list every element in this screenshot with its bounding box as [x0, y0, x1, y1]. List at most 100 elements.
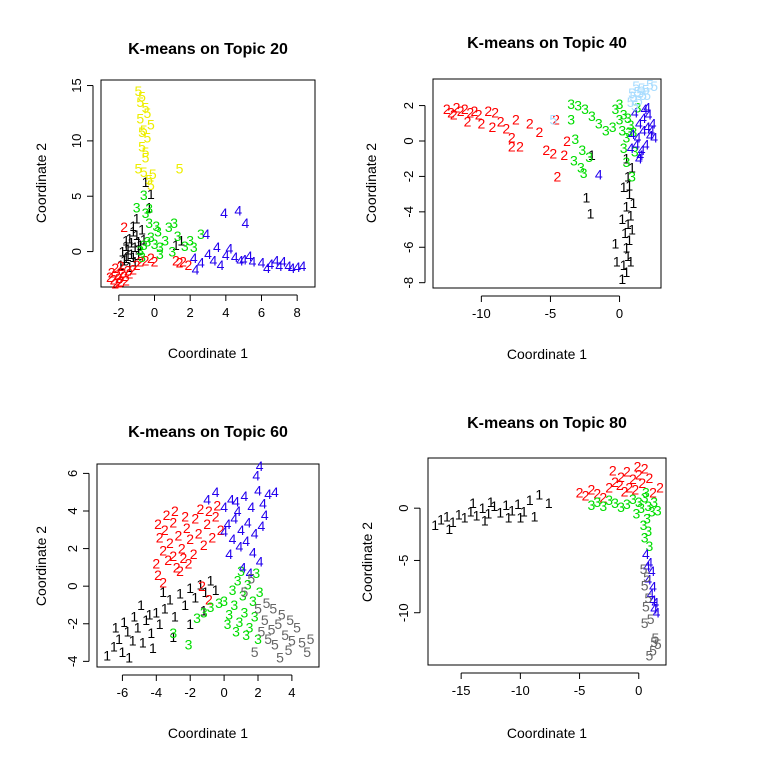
data-point-cluster-4: 4: [203, 492, 211, 508]
data-point-cluster-2: 2: [623, 464, 631, 480]
data-point-cluster-2: 2: [205, 503, 213, 519]
data-point-cluster-2: 2: [176, 255, 184, 271]
y-axis-label: Coordinate 2: [33, 526, 49, 606]
data-point-cluster-3: 3: [252, 565, 260, 581]
data-point-cluster-5: 5: [142, 100, 150, 116]
data-point-cluster-4: 4: [229, 531, 237, 547]
data-point-cluster-3: 3: [612, 101, 620, 117]
data-point-cluster-3: 3: [617, 499, 625, 515]
data-point-cluster-2: 2: [191, 511, 199, 527]
data-point-cluster-4: 4: [634, 129, 642, 145]
data-point-cluster-1: 1: [625, 186, 633, 202]
y-tick-label: 2: [65, 545, 80, 552]
y-tick-label: 6: [65, 470, 80, 477]
data-point-cluster-1: 1: [133, 210, 141, 226]
data-point-cluster-3: 3: [207, 599, 215, 615]
data-point-cluster-4: 4: [643, 559, 651, 575]
data-point-cluster-5: 5: [293, 620, 301, 636]
data-point-cluster-3: 3: [609, 119, 617, 135]
data-point-cluster-4: 4: [240, 251, 248, 267]
data-point-cluster-3: 3: [200, 604, 208, 620]
data-point-cluster-1: 1: [431, 517, 439, 533]
data-point-cluster-2: 2: [560, 147, 568, 163]
data-point-cluster-4: 4: [257, 518, 265, 534]
data-point-cluster-3: 3: [623, 496, 631, 512]
data-point-cluster-5: 5: [642, 82, 650, 98]
data-point-cluster-1: 1: [119, 244, 127, 260]
data-point-cluster-4: 4: [649, 579, 657, 595]
data-point-cluster-2: 2: [161, 522, 169, 538]
data-point-cluster-3: 3: [629, 491, 637, 507]
data-point-cluster-1: 1: [625, 232, 633, 248]
data-point-cluster-2: 2: [200, 537, 208, 553]
data-point-cluster-1: 1: [625, 177, 633, 193]
data-point-cluster-5: 5: [149, 166, 157, 182]
data-point-cluster-2: 2: [203, 516, 211, 532]
data-point-cluster-5: 5: [261, 612, 269, 628]
data-point-cluster-1: 1: [490, 498, 498, 514]
data-point-cluster-5: 5: [638, 80, 646, 96]
x-tick-label: -5: [545, 306, 557, 321]
data-point-cluster-5: 5: [635, 92, 643, 108]
data-point-cluster-2: 2: [508, 129, 516, 145]
data-point-cluster-5: 5: [136, 111, 144, 127]
data-point-cluster-2: 2: [471, 103, 479, 119]
data-point-cluster-5: 5: [650, 78, 658, 94]
data-point-cluster-5: 5: [286, 612, 294, 628]
data-point-cluster-1: 1: [147, 186, 155, 202]
panel-topic-20: K-means on Topic 20 Coordinate 1 Coordin…: [33, 41, 316, 361]
data-point-cluster-3: 3: [585, 149, 593, 165]
data-point-cluster-5: 5: [647, 611, 655, 627]
data-point-cluster-2: 2: [173, 559, 181, 575]
y-tick-label: 15: [69, 78, 84, 92]
data-point-cluster-4: 4: [628, 126, 636, 142]
data-point-cluster-2: 2: [443, 101, 451, 117]
data-point-cluster-4: 4: [261, 507, 269, 523]
data-point-cluster-2: 2: [174, 527, 182, 543]
data-point-cluster-5: 5: [643, 87, 651, 103]
data-point-cluster-1: 1: [149, 640, 157, 656]
data-point-cluster-4: 4: [197, 255, 205, 271]
data-point-cluster-4: 4: [220, 499, 228, 515]
data-point-cluster-1: 1: [449, 514, 457, 530]
data-point-cluster-3: 3: [215, 595, 223, 611]
data-point-cluster-2: 2: [154, 567, 162, 583]
data-point-cluster-5: 5: [632, 78, 640, 94]
data-point-cluster-2: 2: [111, 260, 119, 276]
data-point-cluster-3: 3: [637, 500, 645, 516]
data-point-cluster-3: 3: [605, 492, 613, 508]
data-point-cluster-1: 1: [186, 616, 194, 632]
data-point-cluster-3: 3: [229, 582, 237, 598]
y-tick-label: -8: [401, 277, 416, 289]
panel-topic-40: K-means on Topic 40 Coordinate 1 Coordin…: [363, 35, 662, 362]
data-point-cluster-3: 3: [602, 122, 610, 138]
data-point-cluster-3: 3: [143, 234, 151, 250]
data-point-cluster-2: 2: [205, 591, 213, 607]
data-point-cluster-3: 3: [641, 490, 649, 506]
data-point-cluster-4: 4: [647, 586, 655, 602]
data-point-cluster-3: 3: [242, 627, 250, 643]
data-point-cluster-5: 5: [143, 105, 151, 121]
data-point-cluster-1: 1: [508, 502, 516, 518]
data-point-cluster-1: 1: [469, 495, 477, 511]
data-point-cluster-2: 2: [142, 252, 150, 268]
chart-title: K-means on Topic 40: [467, 35, 627, 52]
data-point-cluster-4: 4: [190, 250, 198, 266]
x-tick-label: 6: [258, 305, 265, 320]
data-point-cluster-4: 4: [226, 240, 234, 256]
plot-frame: [100, 79, 316, 288]
data-point-cluster-1: 1: [612, 236, 620, 252]
x-axis: -10 -5 0: [472, 295, 623, 321]
data-point-cluster-1: 1: [202, 584, 210, 600]
data-point-cluster-4: 4: [631, 105, 639, 121]
data-point-cluster-5: 5: [278, 606, 286, 622]
data-point-cluster-2: 2: [516, 138, 524, 154]
data-point-cluster-1: 1: [140, 231, 148, 247]
data-point-cluster-3: 3: [190, 239, 198, 255]
data-point-cluster-4: 4: [227, 492, 235, 508]
